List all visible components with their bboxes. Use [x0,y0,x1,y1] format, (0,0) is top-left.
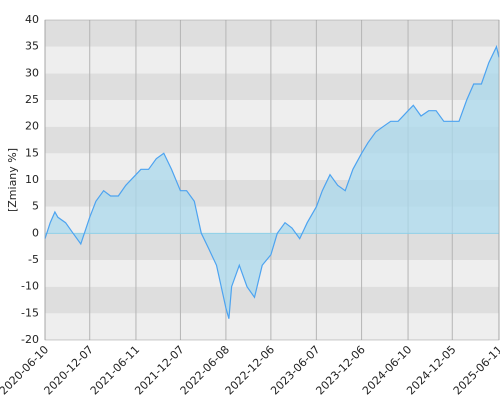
data-line [44,44,500,319]
y-tick-label: 25 [25,93,39,106]
y-tick-label: 20 [25,120,39,133]
y-tick-label: 35 [25,40,39,53]
y-tick-label: 0 [32,226,39,239]
grid-band [45,286,499,314]
y-axis-label: [Zmiany %] [6,148,19,212]
y-tick-label: 5 [32,200,39,213]
x-tick-label: 2025-06-11 [451,343,500,397]
y-tick-label: 10 [25,173,39,186]
grid-band [45,46,499,74]
grid-band [45,73,499,100]
area-fill [45,46,499,319]
y-tick-label: 30 [25,66,39,79]
y-tick-label: -15 [21,306,39,319]
grid-band [45,260,499,287]
grid-band [45,313,499,340]
y-tick-label: 15 [25,146,39,159]
grid-band [45,20,499,47]
y-tick-label: -5 [28,253,39,266]
y-tick-label: -20 [21,333,39,346]
y-tick-label: -10 [21,280,39,293]
y-tick-label: 40 [25,13,39,26]
plot-border [44,19,500,341]
